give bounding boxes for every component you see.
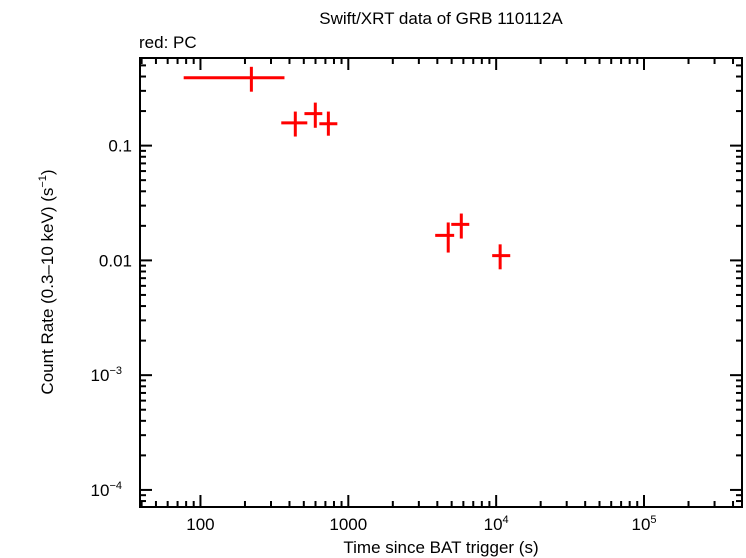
x-tick-label: 100: [186, 515, 214, 534]
chart-title: Swift/XRT data of GRB 110112A: [319, 9, 563, 28]
data-point: [492, 244, 511, 270]
data-point: [451, 213, 470, 239]
y-tick-label-base: 0.1: [108, 137, 132, 156]
x-tick-label-exp: 4: [503, 514, 509, 526]
x-tick-label: 104: [484, 514, 509, 534]
x-axis-label: Time since BAT trigger (s): [343, 538, 538, 557]
data-point: [304, 102, 323, 128]
y-tick-label-exp: −4: [109, 480, 122, 492]
plot-frame: [139, 57, 743, 508]
y-tick-label: 0.01: [99, 251, 132, 270]
axis-ticks: [140, 58, 742, 507]
y-tick-label-exp: −3: [109, 365, 122, 377]
x-tick-label-base: 100: [186, 515, 214, 534]
x-tick-label-exp: 5: [650, 514, 656, 526]
data-point: [319, 111, 338, 136]
legend-text: red: PC: [139, 33, 197, 52]
y-axis-label-main: Count Rate (0.3–10 keV) (s: [38, 188, 57, 395]
data-point: [435, 222, 455, 253]
data-point: [281, 111, 308, 137]
y-tick-label-base: 10: [91, 366, 110, 385]
y-tick-label-base: 0.01: [99, 251, 132, 270]
y-tick-label-base: 10: [91, 481, 110, 500]
data-point: [183, 66, 285, 92]
y-tick-label: 10−3: [91, 365, 122, 385]
x-tick-label-base: 1000: [329, 515, 367, 534]
x-tick-label: 105: [631, 514, 656, 534]
y-tick-label: 10−4: [91, 480, 122, 500]
x-tick-label-base: 10: [484, 515, 503, 534]
y-axis-label-end: ): [38, 169, 57, 175]
y-axis-label-sup: −1: [37, 175, 49, 188]
x-tick-label: 1000: [329, 515, 367, 534]
data-points: [183, 66, 511, 270]
y-tick-label: 0.1: [108, 137, 132, 156]
x-tick-label-base: 10: [631, 515, 650, 534]
y-axis-label: Count Rate (0.3–10 keV) (s−1): [37, 169, 57, 394]
